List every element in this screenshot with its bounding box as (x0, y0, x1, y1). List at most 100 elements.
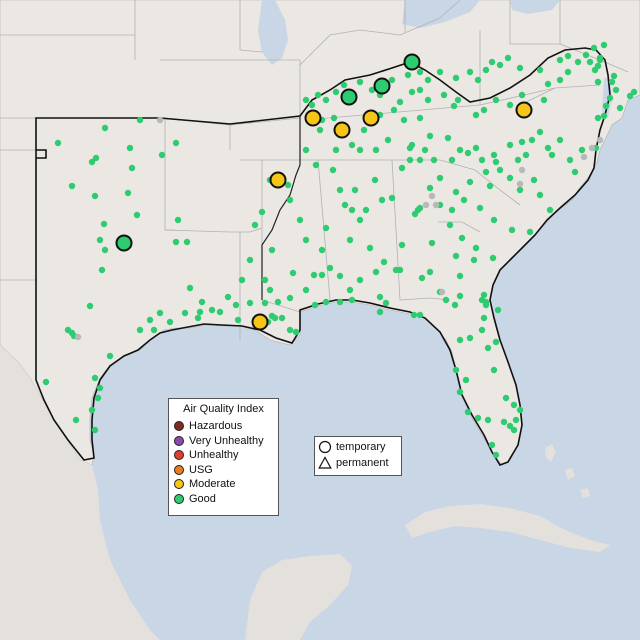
monitor-marker-good[interactable] (556, 76, 564, 84)
monitor-marker-good[interactable] (544, 144, 552, 152)
monitor-marker-good[interactable] (198, 298, 206, 306)
temporary-monitor-good[interactable] (115, 234, 133, 252)
monitor-marker-no-data[interactable] (516, 180, 524, 188)
monitor-marker-good[interactable] (518, 138, 526, 146)
monitor-marker-good[interactable] (440, 91, 448, 99)
monitor-marker-good[interactable] (388, 76, 396, 84)
monitor-marker-good[interactable] (356, 146, 364, 154)
monitor-marker-good[interactable] (362, 206, 370, 214)
monitor-marker-good[interactable] (378, 196, 386, 204)
monitor-marker-good[interactable] (232, 301, 240, 309)
monitor-marker-good[interactable] (348, 206, 356, 214)
monitor-marker-good[interactable] (510, 426, 518, 434)
monitor-marker-good[interactable] (424, 96, 432, 104)
monitor-marker-good[interactable] (426, 268, 434, 276)
monitor-marker-good[interactable] (224, 293, 232, 301)
monitor-marker-good[interactable] (436, 174, 444, 182)
monitor-marker-good[interactable] (91, 426, 99, 434)
monitor-marker-good[interactable] (626, 92, 634, 100)
monitor-marker-good[interactable] (474, 76, 482, 84)
monitor-marker-good[interactable] (480, 314, 488, 322)
monitor-marker-good[interactable] (564, 52, 572, 60)
monitor-marker-good[interactable] (456, 272, 464, 280)
monitor-marker-good[interactable] (72, 416, 80, 424)
monitor-marker-good[interactable] (454, 96, 462, 104)
monitor-marker-good[interactable] (126, 144, 134, 152)
monitor-marker-good[interactable] (336, 186, 344, 194)
monitor-marker-good[interactable] (482, 298, 490, 306)
monitor-marker-good[interactable] (194, 314, 202, 322)
monitor-marker-good[interactable] (246, 256, 254, 264)
monitor-marker-no-data[interactable] (596, 136, 604, 144)
monitor-marker-good[interactable] (460, 196, 468, 204)
monitor-marker-good[interactable] (208, 306, 216, 314)
monitor-marker-good[interactable] (612, 86, 620, 94)
monitor-marker-good[interactable] (478, 156, 486, 164)
monitor-marker-good[interactable] (91, 192, 99, 200)
monitor-marker-good[interactable] (286, 326, 294, 334)
monitor-marker-good[interactable] (430, 156, 438, 164)
monitor-marker-no-data[interactable] (580, 153, 588, 161)
monitor-marker-good[interactable] (466, 178, 474, 186)
monitor-marker-good[interactable] (536, 191, 544, 199)
monitor-marker-good[interactable] (376, 308, 384, 316)
monitor-marker-no-data[interactable] (428, 192, 436, 200)
monitor-marker-good[interactable] (426, 132, 434, 140)
monitor-marker-good[interactable] (376, 293, 384, 301)
monitor-marker-good[interactable] (456, 146, 464, 154)
monitor-marker-good[interactable] (340, 81, 348, 89)
monitor-marker-good[interactable] (146, 316, 154, 324)
monitor-marker-good[interactable] (540, 96, 548, 104)
monitor-marker-good[interactable] (341, 201, 349, 209)
monitor-marker-good[interactable] (398, 164, 406, 172)
monitor-marker-good[interactable] (172, 139, 180, 147)
monitor-marker-good[interactable] (322, 298, 330, 306)
monitor-marker-good[interactable] (286, 196, 294, 204)
monitor-marker-good[interactable] (456, 336, 464, 344)
monitor-marker-good[interactable] (278, 314, 286, 322)
monitor-marker-good[interactable] (630, 88, 638, 96)
monitor-marker-good[interactable] (356, 276, 364, 284)
monitor-marker-good[interactable] (302, 286, 310, 294)
monitor-marker-good[interactable] (398, 241, 406, 249)
monitor-marker-good[interactable] (302, 146, 310, 154)
monitor-marker-good[interactable] (42, 378, 50, 386)
monitor-marker-good[interactable] (332, 146, 340, 154)
monitor-marker-good[interactable] (489, 254, 497, 262)
monitor-marker-good[interactable] (172, 238, 180, 246)
monitor-marker-good[interactable] (326, 264, 334, 272)
monitor-marker-good[interactable] (458, 234, 466, 242)
monitor-marker-good[interactable] (496, 61, 504, 69)
monitor-marker-good[interactable] (490, 366, 498, 374)
monitor-marker-good[interactable] (421, 146, 429, 154)
monitor-marker-good[interactable] (322, 96, 330, 104)
monitor-marker-good[interactable] (586, 58, 594, 66)
monitor-marker-good[interactable] (506, 141, 514, 149)
monitor-marker-good[interactable] (546, 206, 554, 214)
monitor-marker-good[interactable] (500, 418, 508, 426)
monitor-marker-good[interactable] (536, 128, 544, 136)
monitor-marker-good[interactable] (514, 156, 522, 164)
monitor-marker-good[interactable] (336, 298, 344, 306)
monitor-marker-good[interactable] (600, 112, 608, 120)
monitor-marker-good[interactable] (448, 206, 456, 214)
monitor-marker-good[interactable] (494, 306, 502, 314)
monitor-marker-good[interactable] (372, 268, 380, 276)
monitor-marker-good[interactable] (456, 388, 464, 396)
temporary-monitor-good[interactable] (403, 53, 421, 71)
monitor-marker-good[interactable] (133, 211, 141, 219)
monitor-marker-good[interactable] (128, 164, 136, 172)
monitor-marker-good[interactable] (544, 80, 552, 88)
monitor-marker-good[interactable] (411, 210, 419, 218)
monitor-marker-good[interactable] (452, 366, 460, 374)
monitor-marker-good[interactable] (316, 126, 324, 134)
monitor-marker-good[interactable] (484, 344, 492, 352)
monitor-marker-no-data[interactable] (156, 116, 164, 124)
monitor-marker-good[interactable] (268, 312, 276, 320)
monitor-marker-good[interactable] (506, 101, 514, 109)
monitor-marker-good[interactable] (522, 151, 530, 159)
monitor-marker-good[interactable] (261, 276, 269, 284)
monitor-marker-good[interactable] (452, 252, 460, 260)
monitor-marker-good[interactable] (596, 56, 604, 64)
monitor-marker-good[interactable] (92, 154, 100, 162)
